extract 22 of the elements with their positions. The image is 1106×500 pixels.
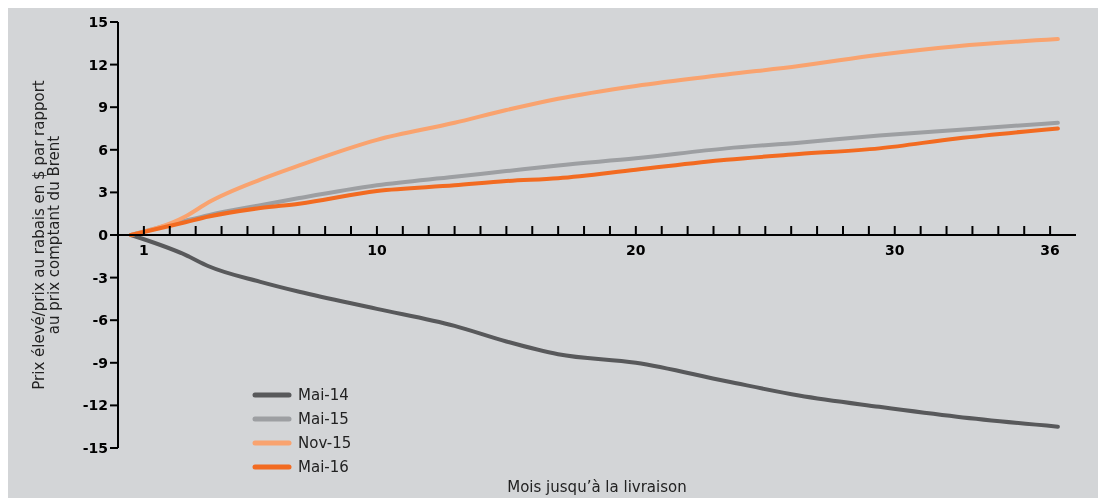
y-tick-label: 6 [98,141,108,158]
y-tick-label: -3 [92,269,108,286]
y-axis-title: Prix élevé/prix au rabais en $ par rapport au prix comptant du Brent [29,80,63,390]
y-tick-label: 12 [88,56,108,73]
legend-label: Mai-15 [298,410,349,428]
y-tick-label: 3 [98,184,108,201]
x-tick-label: 20 [626,242,646,258]
legend-label: Mai-14 [298,386,349,404]
y-tick-label: -9 [92,354,108,371]
legend-label: Mai-16 [298,458,349,476]
x-tick-label: 36 [1040,242,1060,258]
y-tick-label: -12 [82,397,108,414]
y-tick-label: 0 [98,226,109,243]
y-tick-label: -15 [82,439,108,456]
x-tick-label: 10 [367,242,387,258]
x-axis-title: Mois jusqu’à la livraison [507,478,687,496]
legend-label: Nov-15 [298,434,352,452]
x-tick-label: 1 [139,242,149,258]
y-tick-label: -6 [92,312,108,329]
y-tick-label: 15 [88,13,108,30]
x-tick-label: 30 [885,242,905,258]
y-tick-label: 9 [98,99,108,116]
